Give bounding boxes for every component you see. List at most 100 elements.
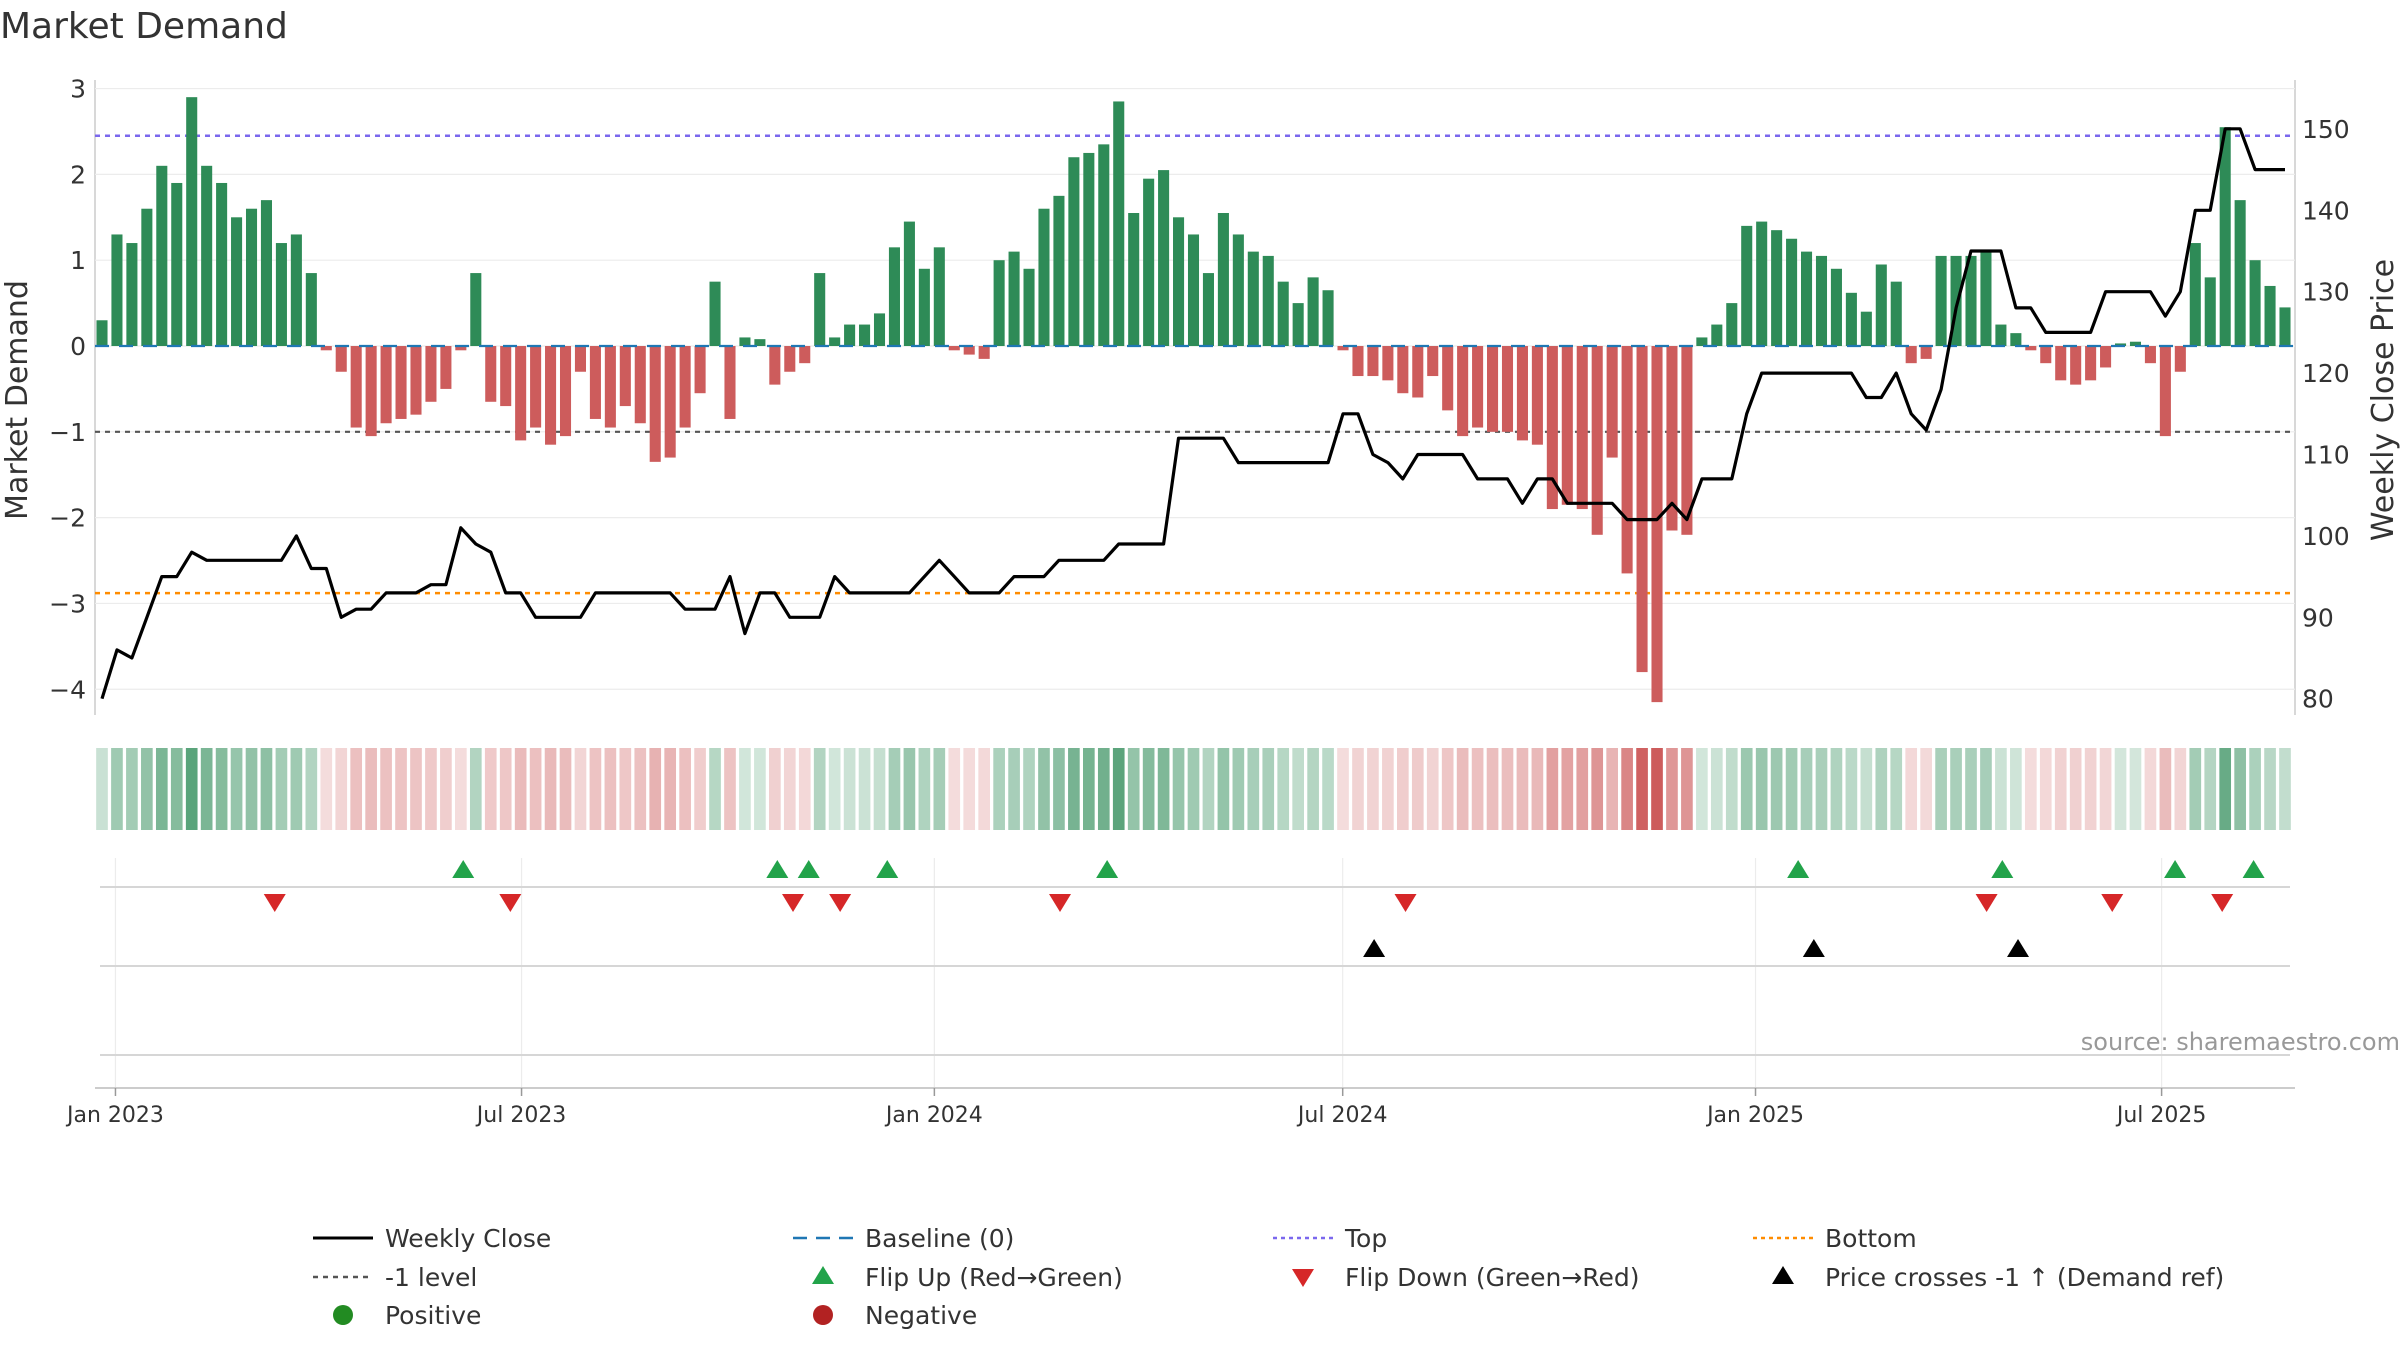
heat-strip-cell xyxy=(290,748,303,830)
y2-tick-label: 90 xyxy=(2302,603,2334,632)
positive-demand-bar xyxy=(1830,268,1842,347)
price-cross-marker xyxy=(2007,939,2030,957)
heat-strip-cell xyxy=(1262,748,1275,830)
positive-demand-bar xyxy=(1232,234,1244,347)
positive-demand-bar xyxy=(2234,200,2246,347)
positive-demand-bar xyxy=(1696,337,1708,347)
flip-down-marker xyxy=(829,894,852,912)
heat-strip-cell xyxy=(2159,748,2172,830)
heat-strip-cell xyxy=(1083,748,1095,830)
negative-demand-bar xyxy=(1576,346,1588,510)
negative-demand-bar xyxy=(485,346,497,402)
heat-strip-cell xyxy=(350,748,363,830)
y2-tick-label: 100 xyxy=(2302,522,2350,551)
negative-demand-bar xyxy=(1666,346,1678,531)
heat-strip-cell xyxy=(634,748,647,830)
heat-strip-cell xyxy=(1337,748,1349,830)
y-tick-label: −3 xyxy=(49,589,86,618)
positive-demand-bar xyxy=(1845,292,1857,347)
negative-demand-bar xyxy=(574,346,586,372)
negative-demand-bar xyxy=(335,346,347,372)
negative-demand-bar xyxy=(1427,346,1439,377)
heat-strip-cell xyxy=(1636,748,1648,830)
heat-strip-cell xyxy=(1202,748,1215,830)
positive-demand-bar xyxy=(844,324,856,347)
legend-level: -1 level xyxy=(313,1263,477,1292)
heat-strip-cell xyxy=(1815,748,1828,830)
positive-demand-bar xyxy=(1217,213,1229,347)
negative-demand-bar xyxy=(649,346,661,462)
y2-tick-label: 80 xyxy=(2302,685,2334,714)
positive-demand-bar xyxy=(1143,178,1155,347)
heat-strip-cell xyxy=(185,748,198,830)
positive-demand-bar xyxy=(993,260,1005,347)
positive-demand-bar xyxy=(933,247,945,347)
heat-strip-cell xyxy=(709,748,721,830)
heat-strip-cell xyxy=(1292,748,1304,830)
heat-strip-cell xyxy=(1068,748,1080,830)
heat-strip-cell xyxy=(1426,748,1439,830)
heat-strip-cell xyxy=(754,748,766,830)
positive-demand-bar xyxy=(1307,277,1319,347)
positive-demand-bar xyxy=(305,273,317,347)
heat-strip-cell xyxy=(1696,748,1708,830)
heat-strip-cell xyxy=(1232,748,1245,830)
x-tick-label: Jul 2023 xyxy=(475,1103,567,1128)
positive-dot-icon xyxy=(333,1305,353,1325)
heat-strip-cell xyxy=(245,748,258,830)
legend-baseline-label: Baseline (0) xyxy=(865,1224,1014,1253)
positive-demand-bar xyxy=(1815,255,1828,347)
heat-strip-cell xyxy=(963,748,976,830)
positive-demand-bar xyxy=(1292,303,1304,347)
negative-demand-bar xyxy=(1487,346,1499,432)
legend-flip-up-label: Flip Up (Red→Green) xyxy=(865,1263,1123,1292)
negative-demand-bar xyxy=(679,346,691,428)
negative-demand-bar xyxy=(2070,346,2082,385)
negative-demand-bar xyxy=(545,346,557,445)
positive-demand-bar xyxy=(2249,260,2261,347)
positive-demand-bar xyxy=(1277,281,1289,347)
heat-strip-cell xyxy=(484,748,497,830)
negative-demand-bar xyxy=(694,346,706,394)
legend-bottom-label: Bottom xyxy=(1825,1224,1917,1253)
heat-strip-cell xyxy=(619,748,632,830)
y2-tick-label: 110 xyxy=(2302,440,2350,469)
heat-strip-cell xyxy=(1621,748,1633,830)
negative-demand-bar xyxy=(1905,346,1917,364)
negative-demand-bar xyxy=(1516,346,1528,441)
y2-tick-label: 120 xyxy=(2302,359,2350,388)
heat-strip-cell xyxy=(1008,748,1020,830)
heat-strip-cell xyxy=(739,748,751,830)
negative-demand-bar xyxy=(515,346,527,441)
positive-demand-bar xyxy=(1158,170,1170,347)
heat-strip-cell xyxy=(1471,748,1484,830)
heat-strip-cell xyxy=(783,748,796,830)
positive-demand-bar xyxy=(2219,127,2231,347)
legend: Weekly Close -1 level Positive Baseline … xyxy=(313,1224,2224,1330)
legend-cross-label: Price crosses -1 ↑ (Demand ref) xyxy=(1825,1263,2224,1292)
heat-strip-cell xyxy=(260,748,273,830)
heat-strip-cell xyxy=(1785,748,1798,830)
heat-strip-cell xyxy=(230,748,243,830)
heat-strip-cell xyxy=(380,748,392,830)
positive-demand-bar xyxy=(470,273,482,347)
y-gridlines xyxy=(95,87,2295,690)
heat-strip-cell xyxy=(1576,748,1589,830)
negative-demand-bar xyxy=(963,346,975,355)
positive-demand-bar xyxy=(814,273,826,347)
heat-strip-cell xyxy=(2279,748,2291,830)
heat-strip-cell xyxy=(1995,748,2007,830)
negative-demand-bar xyxy=(784,346,796,372)
positive-demand-bar xyxy=(1771,230,1783,347)
positive-demand-bar xyxy=(1890,281,1902,347)
negative-demand-bar xyxy=(410,346,422,415)
heat-strip-cell xyxy=(1935,748,1947,830)
heat-strip-cell xyxy=(1217,748,1230,830)
positive-demand-bar xyxy=(1262,255,1274,347)
heat-strip-cell xyxy=(1591,748,1604,830)
x-ticks: Jan 2023 Jul 2023 Jan 2024 Jul 2024 Jan 2025… xyxy=(65,1088,2206,1128)
heat-strip-cell xyxy=(664,748,677,830)
y-tick-label: 1 xyxy=(70,246,86,275)
positive-demand-bar xyxy=(1322,290,1334,347)
legend-weekly-close-label: Weekly Close xyxy=(385,1224,551,1253)
